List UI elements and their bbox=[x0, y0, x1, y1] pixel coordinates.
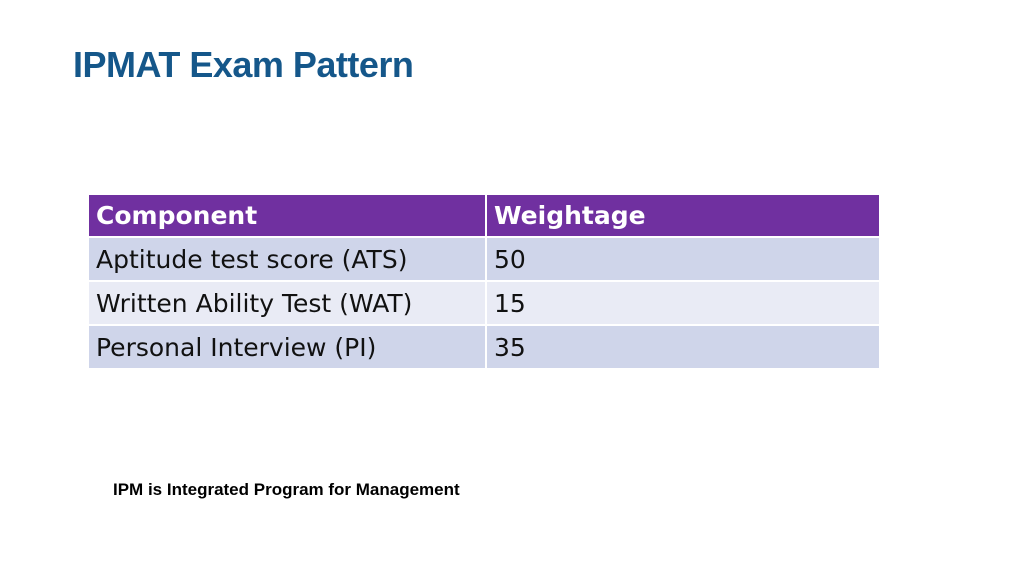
table-cell: Aptitude test score (ATS) bbox=[89, 237, 487, 282]
header-cell: Component bbox=[89, 195, 487, 238]
footnote: IPM is Integrated Program for Management bbox=[113, 480, 460, 499]
table-row: Written Ability Test (WAT) 15 bbox=[89, 281, 881, 326]
table-row: Personal Interview (PI) 35 bbox=[89, 325, 881, 370]
table-cell: Written Ability Test (WAT) bbox=[89, 281, 487, 326]
table-header: Component Weightage bbox=[89, 195, 881, 238]
header-row: Component Weightage bbox=[89, 195, 881, 238]
table-body: Aptitude test score (ATS) 50 Written Abili… bbox=[89, 237, 881, 370]
table-row: Aptitude test score (ATS) 50 bbox=[89, 237, 881, 282]
table-cell: 15 bbox=[486, 281, 881, 326]
table-cell: 50 bbox=[486, 237, 881, 282]
header-cell: Weightage bbox=[486, 195, 881, 238]
table-cell: Personal Interview (PI) bbox=[89, 325, 487, 370]
slide-title: IPMAT Exam Pattern bbox=[73, 44, 414, 85]
pattern-table: Component Weightage Aptitude test score (… bbox=[89, 195, 881, 370]
table-cell: 35 bbox=[486, 325, 881, 370]
